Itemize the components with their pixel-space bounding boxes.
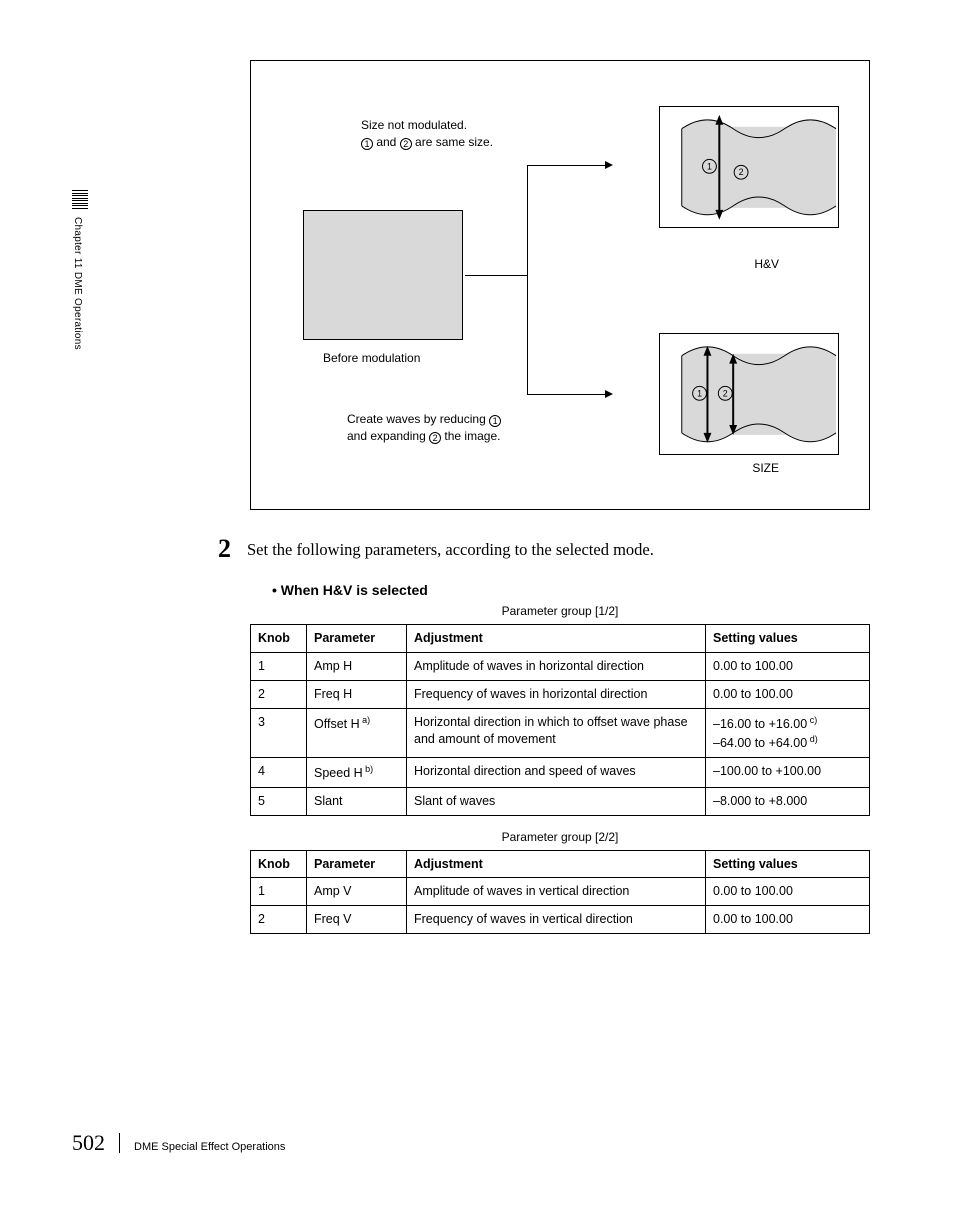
col-adjustment: Adjustment	[407, 850, 706, 878]
svg-text:1: 1	[697, 388, 702, 398]
col-parameter: Parameter	[307, 625, 407, 653]
col-adjustment: Adjustment	[407, 625, 706, 653]
note-bot-end: the image.	[441, 429, 500, 443]
before-label: Before modulation	[323, 351, 420, 365]
diagram-note-bottom: Create waves by reducing 1 and expanding…	[347, 411, 501, 446]
cell-parameter: Amp H	[307, 652, 407, 680]
circled-1-icon: 1	[361, 138, 373, 150]
cell-parameter: Freq H	[307, 680, 407, 708]
cell-knob: 2	[251, 906, 307, 934]
footer-title: DME Special Effect Operations	[134, 1141, 285, 1153]
arrow-right-icon	[605, 161, 613, 169]
mini-diagram-size: 1 2	[659, 333, 839, 455]
table-row: 3Offset H a)Horizontal direction in whic…	[251, 708, 870, 757]
cell-setting: –100.00 to +100.00	[706, 757, 870, 787]
col-setting: Setting values	[706, 850, 870, 878]
col-setting: Setting values	[706, 625, 870, 653]
cell-adjustment: Amplitude of waves in vertical direction	[407, 878, 706, 906]
cell-knob: 1	[251, 652, 307, 680]
svg-text:2: 2	[723, 388, 728, 398]
cell-parameter: Slant	[307, 787, 407, 815]
circled-2-icon: 2	[400, 138, 412, 150]
cell-parameter: Amp V	[307, 878, 407, 906]
svg-text:1: 1	[707, 161, 712, 171]
param-table-2: Knob Parameter Adjustment Setting values…	[250, 850, 870, 935]
note-top-line1: Size not modulated.	[361, 118, 467, 132]
page-number: 502	[72, 1130, 105, 1156]
cell-adjustment: Horizontal direction in which to offset …	[407, 708, 706, 757]
note-top-end: are same size.	[412, 135, 493, 149]
step-number: 2	[218, 534, 231, 564]
table-row: 1Amp VAmplitude of waves in vertical dir…	[251, 878, 870, 906]
circled-1b-icon: 1	[489, 415, 501, 427]
cell-setting: –8.000 to +8.000	[706, 787, 870, 815]
cell-knob: 3	[251, 708, 307, 757]
arrow-right-icon	[605, 390, 613, 398]
col-parameter: Parameter	[307, 850, 407, 878]
note-bot-1a: Create waves by reducing	[347, 412, 489, 426]
side-tab: Chapter 11 DME Operations	[72, 190, 92, 349]
before-rect	[303, 210, 463, 340]
group1-title: Parameter group [1/2]	[250, 604, 870, 618]
col-knob: Knob	[251, 850, 307, 878]
table-row: 4Speed H b)Horizontal direction and spee…	[251, 757, 870, 787]
page-footer: 502 DME Special Effect Operations	[72, 1130, 285, 1156]
svg-text:2: 2	[739, 167, 744, 177]
subheading-hv: When H&V is selected	[272, 582, 870, 598]
table-row: 5SlantSlant of waves–8.000 to +8.000	[251, 787, 870, 815]
mini-diagram-hv: 1 2	[659, 106, 839, 228]
footer-divider	[119, 1133, 120, 1153]
cell-knob: 4	[251, 757, 307, 787]
cell-knob: 5	[251, 787, 307, 815]
cell-setting: –16.00 to +16.00 c)–64.00 to +64.00 d)	[706, 708, 870, 757]
cell-setting: 0.00 to 100.00	[706, 906, 870, 934]
cell-parameter: Speed H b)	[307, 757, 407, 787]
main-content: Size not modulated. 1 and 2 are same siz…	[250, 60, 870, 948]
cell-parameter: Offset H a)	[307, 708, 407, 757]
size-label: SIZE	[752, 461, 779, 475]
connector	[527, 165, 605, 166]
cell-adjustment: Frequency of waves in horizontal directi…	[407, 680, 706, 708]
hv-label: H&V	[754, 257, 779, 271]
circled-2b-icon: 2	[429, 432, 441, 444]
cell-knob: 2	[251, 680, 307, 708]
diagram: Size not modulated. 1 and 2 are same siz…	[250, 60, 870, 510]
table-row: 2Freq VFrequency of waves in vertical di…	[251, 906, 870, 934]
connector	[465, 275, 527, 276]
note-top-mid: and	[373, 135, 400, 149]
cell-knob: 1	[251, 878, 307, 906]
table-row: 2Freq HFrequency of waves in horizontal …	[251, 680, 870, 708]
table-row: 1Amp HAmplitude of waves in horizontal d…	[251, 652, 870, 680]
cell-adjustment: Frequency of waves in vertical direction	[407, 906, 706, 934]
cell-adjustment: Slant of waves	[407, 787, 706, 815]
step-2: 2 Set the following parameters, accordin…	[250, 534, 870, 564]
chapter-label: Chapter 11 DME Operations	[72, 217, 83, 350]
connector	[527, 165, 528, 395]
connector	[527, 394, 605, 395]
side-tab-lines	[72, 190, 92, 209]
col-knob: Knob	[251, 625, 307, 653]
param-table-1: Knob Parameter Adjustment Setting values…	[250, 624, 870, 816]
step-text: Set the following parameters, according …	[247, 534, 654, 564]
cell-setting: 0.00 to 100.00	[706, 878, 870, 906]
note-bot-2a: and expanding	[347, 429, 429, 443]
cell-adjustment: Amplitude of waves in horizontal directi…	[407, 652, 706, 680]
cell-parameter: Freq V	[307, 906, 407, 934]
group2-title: Parameter group [2/2]	[250, 830, 870, 844]
cell-setting: 0.00 to 100.00	[706, 680, 870, 708]
cell-setting: 0.00 to 100.00	[706, 652, 870, 680]
diagram-note-top: Size not modulated. 1 and 2 are same siz…	[361, 117, 493, 152]
cell-adjustment: Horizontal direction and speed of waves	[407, 757, 706, 787]
